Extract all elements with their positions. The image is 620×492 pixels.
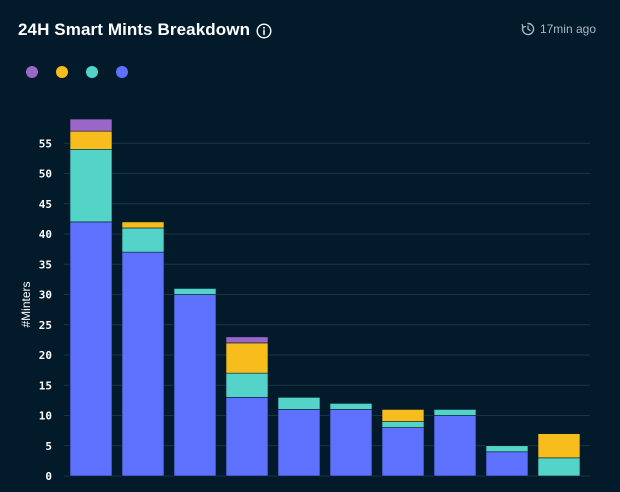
y-tick-label: 30 xyxy=(39,289,52,302)
bar-segment[interactable] xyxy=(69,149,113,223)
last-updated: 17min ago xyxy=(521,22,596,36)
legend-dot[interactable] xyxy=(26,66,38,78)
y-axis-ticks: 0 5 10 15 20 25 30 35 40 45 50 55 xyxy=(39,137,52,483)
bar-segment[interactable] xyxy=(485,451,529,477)
legend-dot[interactable] xyxy=(116,66,128,78)
y-tick-label: 5 xyxy=(45,440,52,453)
bar-segment[interactable] xyxy=(329,403,373,410)
y-tick-label: 20 xyxy=(39,349,52,362)
bar-segment[interactable] xyxy=(69,221,113,477)
bar-segment[interactable] xyxy=(225,336,269,344)
bar-segment[interactable] xyxy=(381,427,425,477)
y-axis-label: #Minters xyxy=(19,281,33,327)
chart-legend xyxy=(26,66,128,78)
bar-segment[interactable] xyxy=(173,294,217,477)
bars xyxy=(69,118,581,477)
y-tick-label: 15 xyxy=(39,379,52,392)
bar-segment[interactable] xyxy=(277,397,321,410)
bar-segment[interactable] xyxy=(69,118,113,132)
y-tick-label: 25 xyxy=(39,319,52,332)
bar-segment[interactable] xyxy=(225,397,269,477)
chart-header: 24H Smart Mints Breakdown xyxy=(18,20,272,40)
last-updated-text: 17min ago xyxy=(539,22,596,36)
y-tick-label: 45 xyxy=(39,198,52,211)
chart-title: 24H Smart Mints Breakdown xyxy=(18,20,251,39)
legend-dot[interactable] xyxy=(86,66,98,78)
y-tick-label: 50 xyxy=(39,168,52,181)
info-icon[interactable] xyxy=(256,23,272,39)
clock-history-icon xyxy=(521,22,535,36)
bar-segment[interactable] xyxy=(69,130,113,150)
legend-dot[interactable] xyxy=(56,66,68,78)
bar-segment[interactable] xyxy=(225,342,269,374)
bar-segment[interactable] xyxy=(433,415,477,477)
y-tick-label: 10 xyxy=(39,410,52,423)
bar-segment[interactable] xyxy=(121,227,165,253)
bar-segment[interactable] xyxy=(537,457,581,477)
bar-segment[interactable] xyxy=(381,421,425,428)
bar-segment[interactable] xyxy=(329,409,373,477)
bar-segment[interactable] xyxy=(173,288,217,295)
bar-segment[interactable] xyxy=(537,433,581,459)
bar-segment[interactable] xyxy=(121,221,165,229)
y-tick-label: 55 xyxy=(39,137,52,150)
bar-segment[interactable] xyxy=(433,409,477,416)
y-tick-label: 35 xyxy=(39,258,52,271)
bar-segment[interactable] xyxy=(485,445,529,453)
bar-segment[interactable] xyxy=(121,251,165,477)
bar-segment[interactable] xyxy=(381,409,425,422)
y-tick-label: 0 xyxy=(45,470,52,483)
y-tick-label: 40 xyxy=(39,228,52,241)
bar-segment[interactable] xyxy=(277,409,321,477)
bar-segment[interactable] xyxy=(225,372,269,398)
